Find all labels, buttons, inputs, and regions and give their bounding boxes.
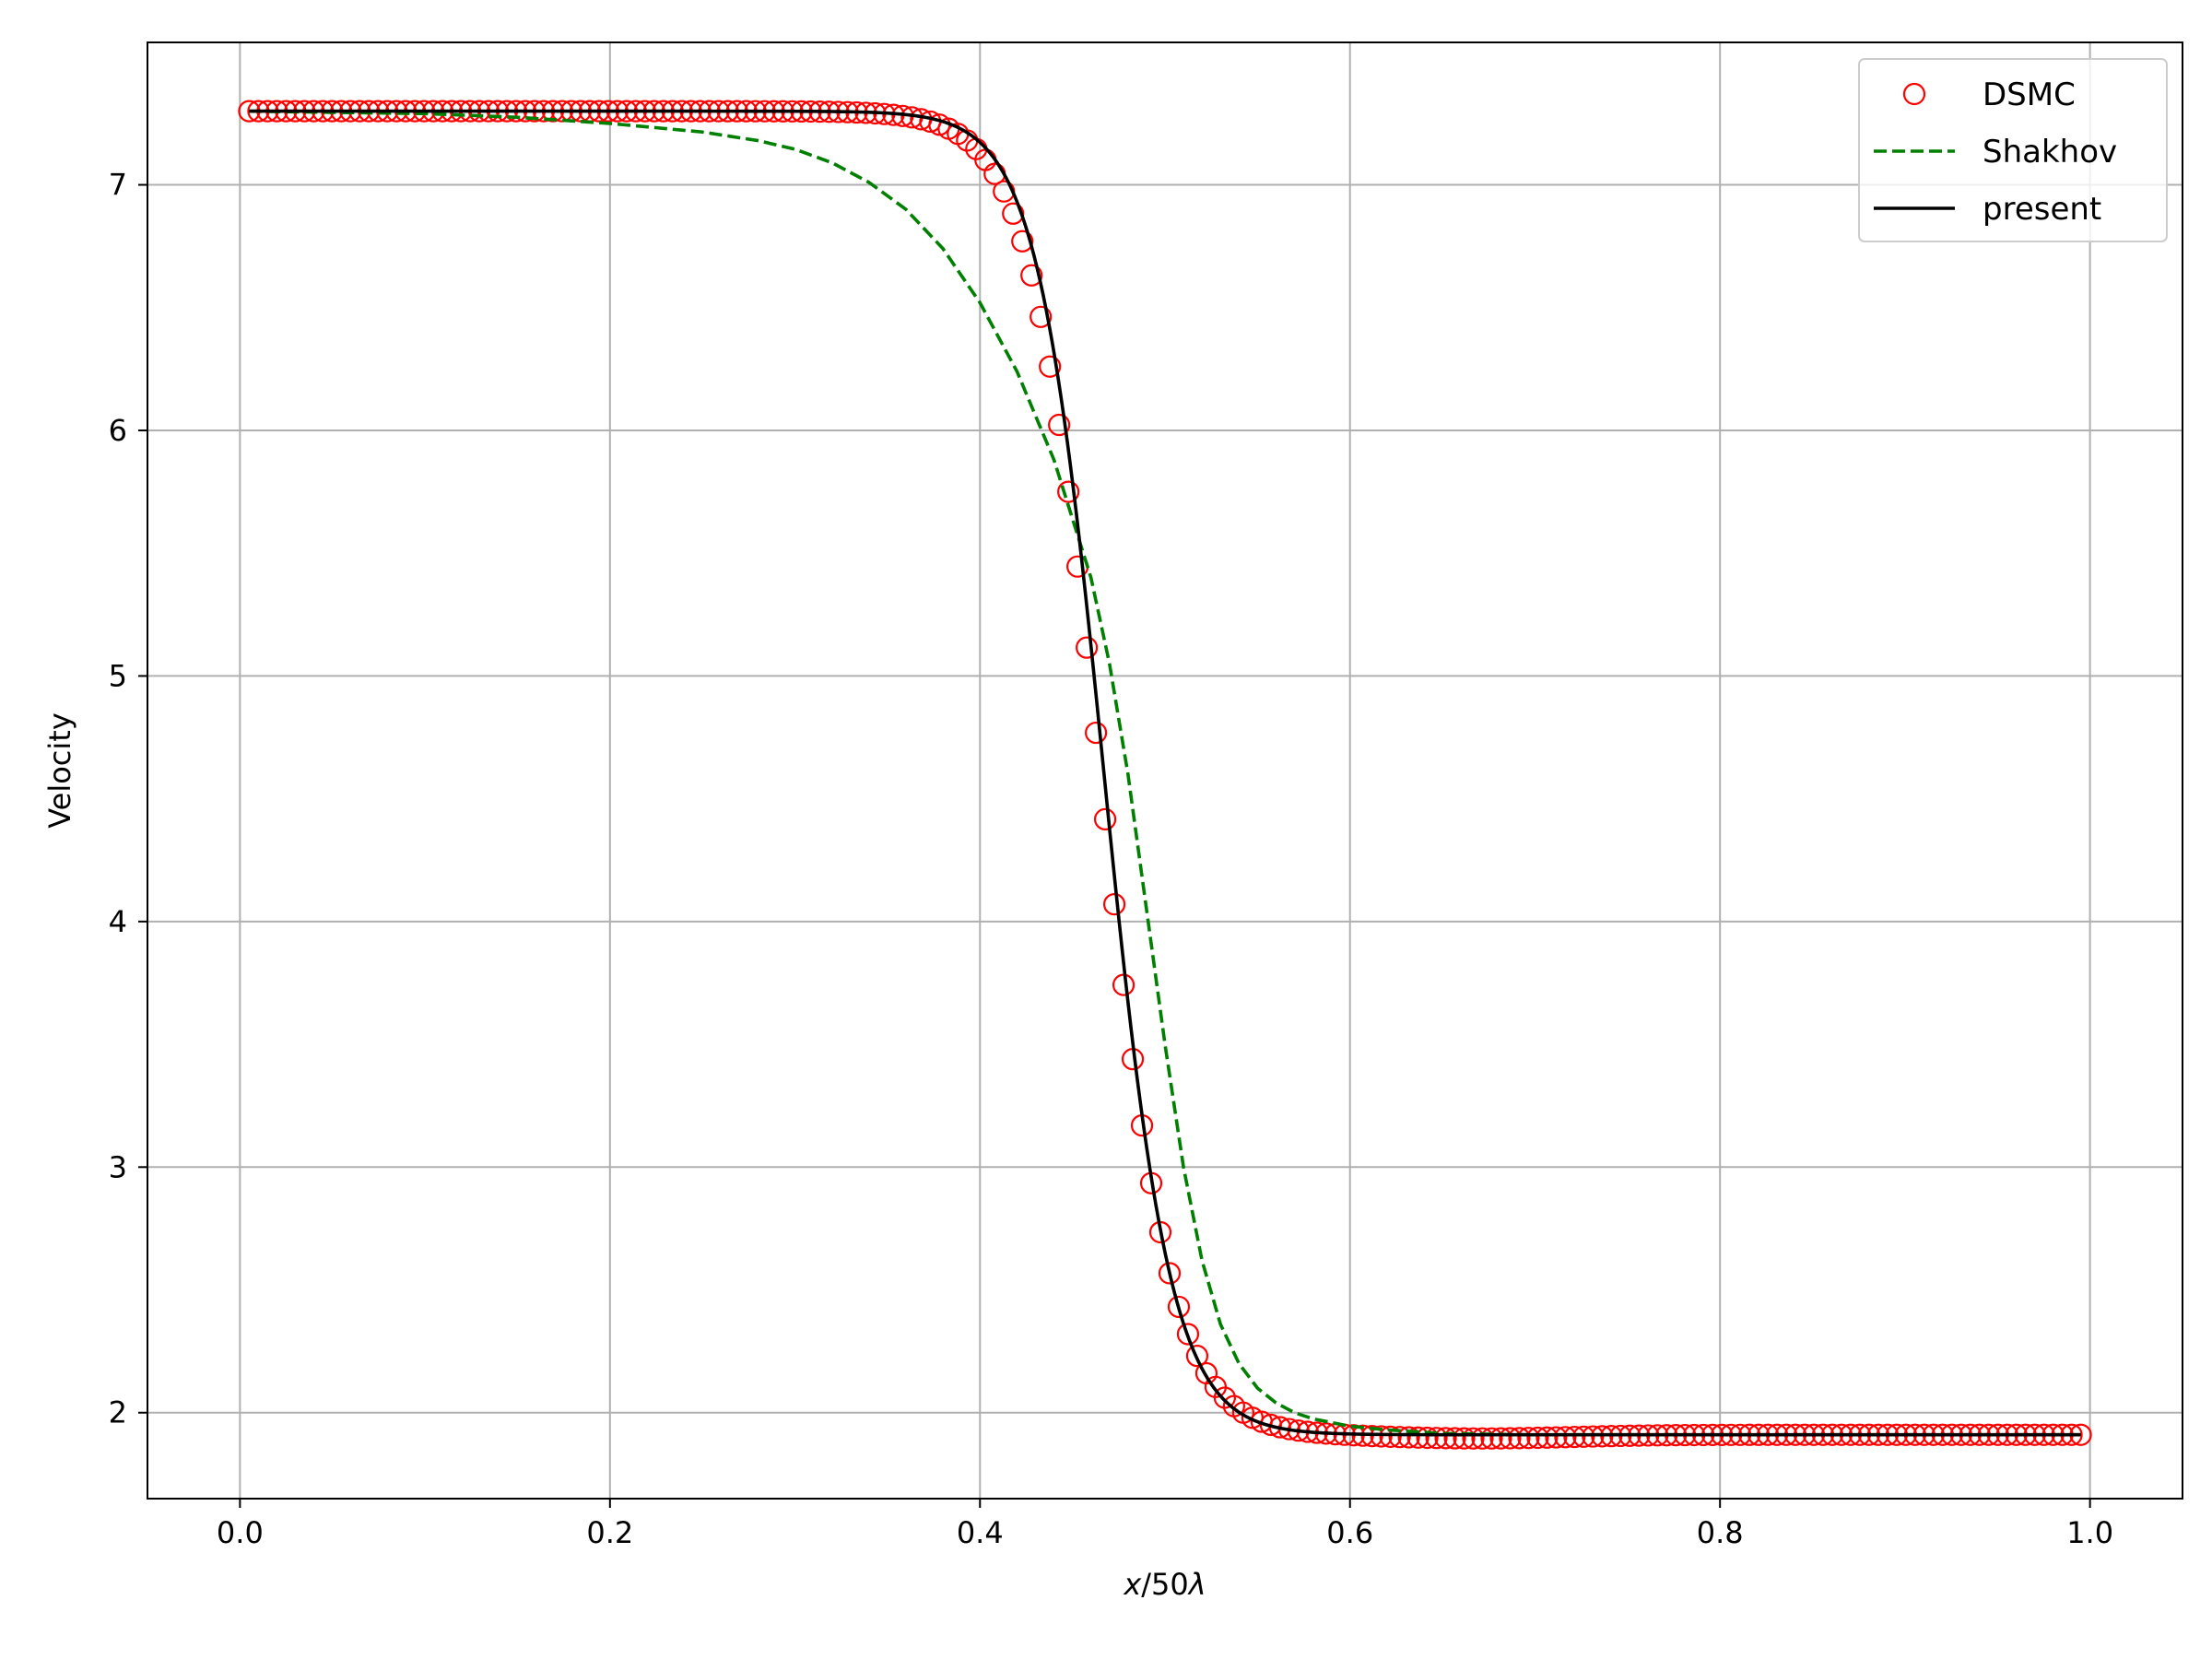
dsmc-point — [1535, 1426, 1559, 1449]
dsmc-point — [1453, 1427, 1476, 1450]
dsmc-point — [1517, 1427, 1540, 1450]
dsmc-point — [1102, 892, 1126, 916]
dsmc-point — [1416, 1426, 1439, 1450]
dsmc-point — [1085, 721, 1108, 745]
legend-label: Shakhov — [1983, 134, 2117, 171]
dsmc-point — [1582, 1425, 1605, 1448]
dsmc-point — [1425, 1427, 1448, 1450]
x-tick-label: 0.2 — [586, 1515, 633, 1550]
x-tick-label: 1.0 — [2066, 1515, 2113, 1550]
dsmc-point — [1020, 264, 1043, 287]
dsmc-point — [1057, 480, 1080, 503]
dsmc-point — [1397, 1426, 1420, 1449]
dsmc-point — [1480, 1427, 1503, 1450]
legend-label: DSMC — [1983, 76, 2076, 113]
legend-entries: DSMC Shakhov present — [1874, 76, 2117, 228]
x-tick-label: 0.6 — [1326, 1515, 1373, 1550]
dsmc-point — [1545, 1426, 1568, 1449]
y-tick-label: 2 — [109, 1395, 127, 1430]
dsmc-point — [1499, 1427, 1522, 1450]
plot-frame — [147, 41, 2183, 1500]
series-layer — [238, 100, 2092, 1450]
dsmc-point — [1076, 636, 1099, 659]
x-axis-label-var: x — [1123, 1567, 1142, 1602]
dsmc-point — [1508, 1427, 1531, 1450]
ticks: 0.0 0.2 0.4 0.6 0.8 1.0 2 3 4 5 6 7 — [109, 168, 2113, 1550]
y-tick-label: 5 — [109, 658, 127, 693]
y-tick-label: 6 — [109, 413, 127, 448]
dsmc-point — [1462, 1427, 1485, 1450]
y-tick-label: 4 — [109, 904, 127, 939]
legend-entry-shakhov: Shakhov — [1874, 134, 2117, 171]
dsmc-point — [1489, 1427, 1512, 1450]
dsmc-point — [1002, 202, 1025, 225]
dsmc-point — [1434, 1427, 1457, 1450]
x-tick-label: 0.8 — [1697, 1515, 1744, 1550]
x-tick-label: 0.0 — [217, 1515, 264, 1550]
dsmc-point — [1185, 1345, 1209, 1368]
legend: DSMC Shakhov present — [1858, 58, 2168, 242]
dsmc-point — [1011, 229, 1034, 253]
dsmc-point — [1406, 1426, 1430, 1449]
dsmc-point — [1048, 413, 1071, 437]
legend-entry-present: present — [1874, 191, 2101, 228]
dsmc-point — [1093, 807, 1117, 831]
dsmc-point — [1379, 1425, 1402, 1448]
y-tick-label: 3 — [109, 1149, 127, 1184]
dsmc-point — [1563, 1425, 1586, 1449]
x-axis-label: x/50λ — [1123, 1567, 1206, 1602]
dsmc-point — [1370, 1425, 1393, 1448]
dsmc-point — [1526, 1426, 1549, 1450]
dsmc-point — [1039, 355, 1062, 378]
series-shakhov-line — [249, 109, 2081, 1437]
legend-box — [1858, 58, 2168, 242]
dsmc-point — [1572, 1425, 1595, 1448]
dsmc-point — [1554, 1426, 1577, 1449]
legend-entry-dsmc: DSMC — [1902, 76, 2076, 113]
y-axis-label: Velocity — [42, 712, 77, 829]
legend-marker-dsmc — [1902, 82, 1926, 106]
dsmc-point — [1471, 1427, 1494, 1450]
series-present-line — [249, 109, 2081, 1437]
dsmc-point — [1167, 1295, 1191, 1319]
dsmc-point — [1443, 1427, 1466, 1450]
x-axis-label-rest: /50 — [1141, 1567, 1189, 1602]
legend-label: present — [1983, 191, 2101, 228]
x-tick-label: 0.4 — [957, 1515, 1004, 1550]
dsmc-point — [1158, 1262, 1182, 1285]
x-axis-label-lambda: λ — [1187, 1567, 1206, 1602]
grid — [147, 42, 2183, 1499]
dsmc-point — [1388, 1426, 1411, 1449]
dsmc-point — [1030, 305, 1053, 328]
y-tick-label: 7 — [109, 168, 127, 203]
dsmc-point — [1176, 1323, 1200, 1346]
